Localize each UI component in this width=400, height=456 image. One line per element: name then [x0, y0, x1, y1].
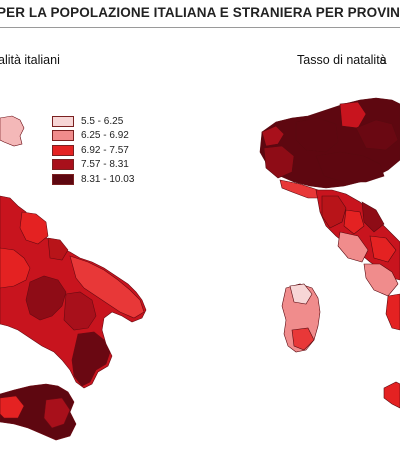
- right-map-title-suffix: s: [380, 53, 387, 67]
- right-map-piemonte: [263, 145, 295, 179]
- left-map-title: alità italiani: [0, 53, 60, 67]
- right-map-sicily-fragment: [383, 381, 400, 409]
- legend-item: 6.92 - 7.57: [52, 143, 134, 158]
- left-italy-map: [0, 115, 147, 441]
- left-map-molise: [47, 237, 69, 261]
- left-map-lazio: [0, 247, 31, 289]
- legend-swatch: [52, 144, 74, 156]
- map-legend: 5.5 - 6.25 6.25 - 6.92 6.92 - 7.57 7.57 …: [52, 114, 134, 187]
- report-title: PER LA POPOLAZIONE ITALIANA E STRANIERA …: [0, 5, 400, 20]
- right-map-emilia: [315, 151, 385, 183]
- legend-swatch: [52, 159, 74, 171]
- right-map-toscana: [321, 195, 347, 229]
- right-map-umbria: [343, 209, 365, 235]
- right-map-title: Tasso di natalità: [297, 53, 387, 67]
- right-map-marche: [361, 201, 385, 233]
- legend-item: 5.5 - 6.25: [52, 114, 134, 129]
- right-map-aosta: [261, 125, 285, 147]
- legend-label: 7.57 - 8.31: [81, 159, 129, 171]
- left-map-calabria: [71, 331, 111, 387]
- right-map-trentino: [339, 101, 367, 129]
- left-map-sicily-west: [0, 395, 25, 419]
- right-map-abruzzo: [369, 235, 397, 263]
- right-map-campania: [363, 263, 399, 297]
- header-divider: [0, 27, 400, 28]
- right-map-liguria: [279, 179, 323, 199]
- right-map-veneto: [355, 119, 399, 151]
- legend-item: 7.57 - 8.31: [52, 158, 134, 173]
- left-map-basilicata: [63, 291, 97, 331]
- legend-item: 8.31 - 10.03: [52, 172, 134, 187]
- legend-label: 8.31 - 10.03: [81, 173, 135, 185]
- right-map-south-edge: [385, 293, 400, 331]
- left-map-sicily-east: [43, 397, 71, 429]
- legend-swatch: [52, 115, 74, 127]
- left-map-campania: [25, 275, 67, 321]
- right-map-lombardia: [295, 117, 339, 153]
- legend-label: 6.25 - 6.92: [81, 130, 129, 142]
- right-italy-map: [259, 97, 400, 409]
- left-map-puglia: [69, 255, 145, 319]
- report-header: PER LA POPOLAZIONE ITALIANA E STRANIERA …: [0, 0, 400, 30]
- left-map-northeast-fragment: [0, 115, 25, 147]
- legend-swatch: [52, 130, 74, 142]
- right-map-lazio: [337, 231, 369, 263]
- right-map-sardinia-south: [291, 327, 315, 351]
- legend-label: 5.5 - 6.25: [81, 115, 124, 127]
- legend-swatch: [52, 173, 74, 185]
- right-map-sardinia-north: [289, 283, 313, 305]
- legend-item: 6.25 - 6.92: [52, 129, 134, 144]
- left-map-abruzzo: [19, 211, 49, 245]
- legend-label: 6.92 - 7.57: [81, 144, 129, 156]
